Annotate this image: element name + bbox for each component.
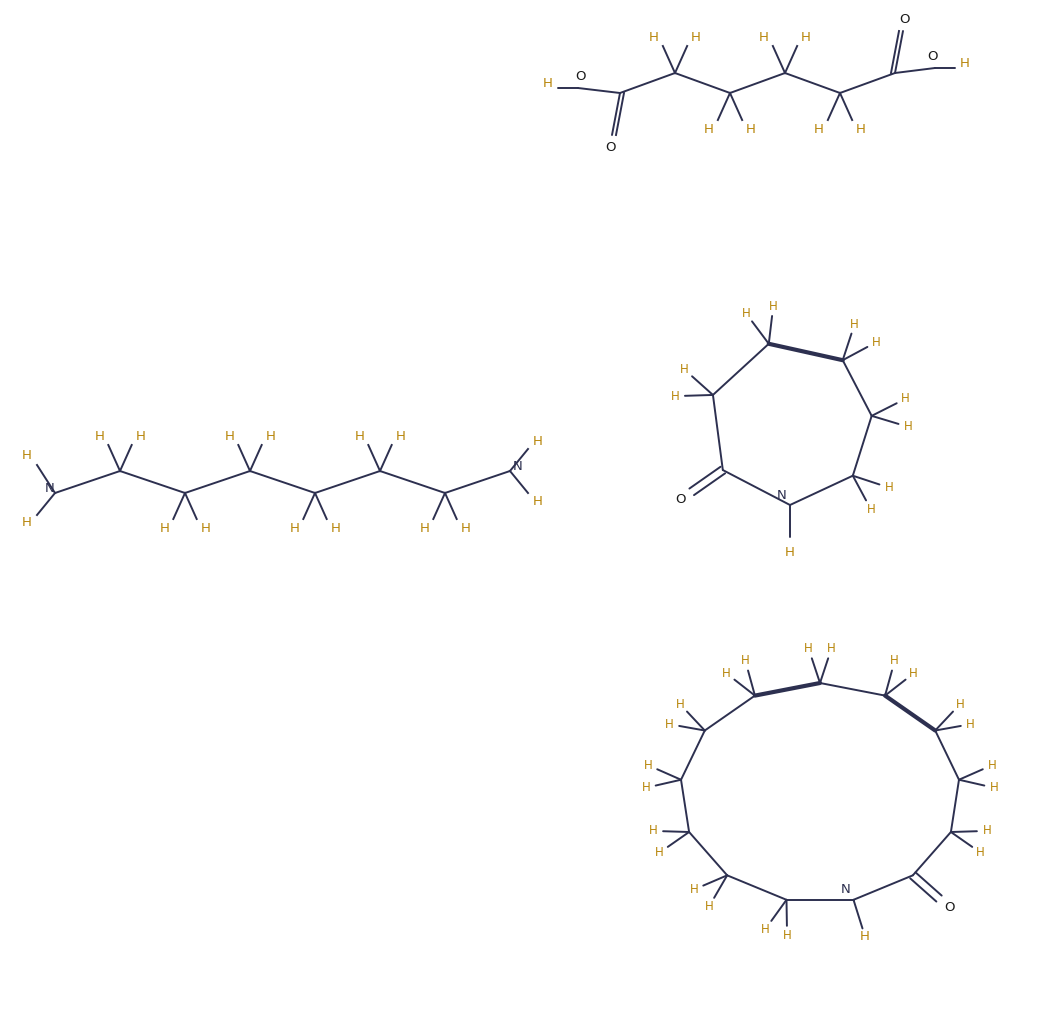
- Text: H: H: [649, 30, 659, 44]
- Text: H: H: [22, 517, 32, 530]
- Text: H: H: [909, 667, 918, 680]
- Text: O: O: [575, 70, 585, 82]
- Text: O: O: [604, 141, 615, 154]
- Text: H: H: [642, 781, 650, 794]
- Text: H: H: [543, 77, 553, 89]
- Text: O: O: [900, 12, 910, 25]
- Text: H: H: [680, 363, 689, 376]
- Text: H: H: [746, 123, 757, 136]
- Text: H: H: [769, 300, 778, 313]
- Text: H: H: [742, 307, 750, 320]
- Text: H: H: [533, 435, 543, 448]
- Text: H: H: [665, 717, 674, 730]
- Text: H: H: [987, 759, 996, 772]
- Text: H: H: [801, 30, 811, 44]
- Text: H: H: [901, 392, 910, 405]
- Text: H: H: [759, 30, 769, 44]
- Text: H: H: [850, 318, 859, 330]
- Text: H: H: [761, 923, 770, 936]
- Text: H: H: [670, 390, 679, 402]
- Text: H: H: [804, 642, 813, 655]
- Text: H: H: [955, 698, 964, 711]
- Text: H: H: [903, 420, 913, 434]
- Text: H: H: [649, 825, 658, 838]
- Text: N: N: [841, 883, 850, 897]
- Text: H: H: [22, 449, 32, 462]
- Text: H: H: [692, 30, 701, 44]
- Text: H: H: [289, 522, 299, 535]
- Text: H: H: [704, 123, 714, 136]
- Text: H: H: [884, 481, 894, 494]
- Text: H: H: [676, 698, 684, 711]
- Text: H: H: [266, 430, 276, 443]
- Text: H: H: [644, 759, 652, 772]
- Text: H: H: [533, 494, 543, 508]
- Text: O: O: [675, 493, 685, 506]
- Text: H: H: [704, 900, 714, 913]
- Text: H: H: [419, 522, 429, 535]
- Text: H: H: [95, 430, 104, 443]
- Text: H: H: [160, 522, 169, 535]
- Text: H: H: [814, 123, 824, 136]
- Text: N: N: [45, 481, 55, 494]
- Text: H: H: [866, 502, 876, 516]
- Text: H: H: [722, 667, 731, 680]
- Text: H: H: [785, 546, 795, 559]
- Text: H: H: [976, 846, 985, 859]
- Text: H: H: [783, 929, 792, 942]
- Text: H: H: [857, 123, 866, 136]
- Text: H: H: [891, 654, 899, 668]
- Text: H: H: [354, 430, 364, 443]
- Text: N: N: [777, 488, 787, 501]
- Text: H: H: [990, 781, 998, 794]
- Text: H: H: [655, 846, 664, 859]
- Text: O: O: [928, 50, 938, 63]
- Text: H: H: [982, 825, 992, 838]
- Text: H: H: [225, 430, 234, 443]
- Text: H: H: [871, 335, 881, 348]
- Text: O: O: [944, 902, 954, 915]
- Text: H: H: [201, 522, 211, 535]
- Text: H: H: [461, 522, 470, 535]
- Text: H: H: [136, 430, 146, 443]
- Text: H: H: [966, 717, 975, 730]
- Text: H: H: [331, 522, 340, 535]
- Text: H: H: [689, 883, 698, 897]
- Text: H: H: [396, 430, 405, 443]
- Text: N: N: [513, 460, 522, 472]
- Text: H: H: [741, 654, 750, 668]
- Text: H: H: [860, 930, 869, 942]
- Text: H: H: [827, 642, 835, 655]
- Text: H: H: [960, 57, 970, 70]
